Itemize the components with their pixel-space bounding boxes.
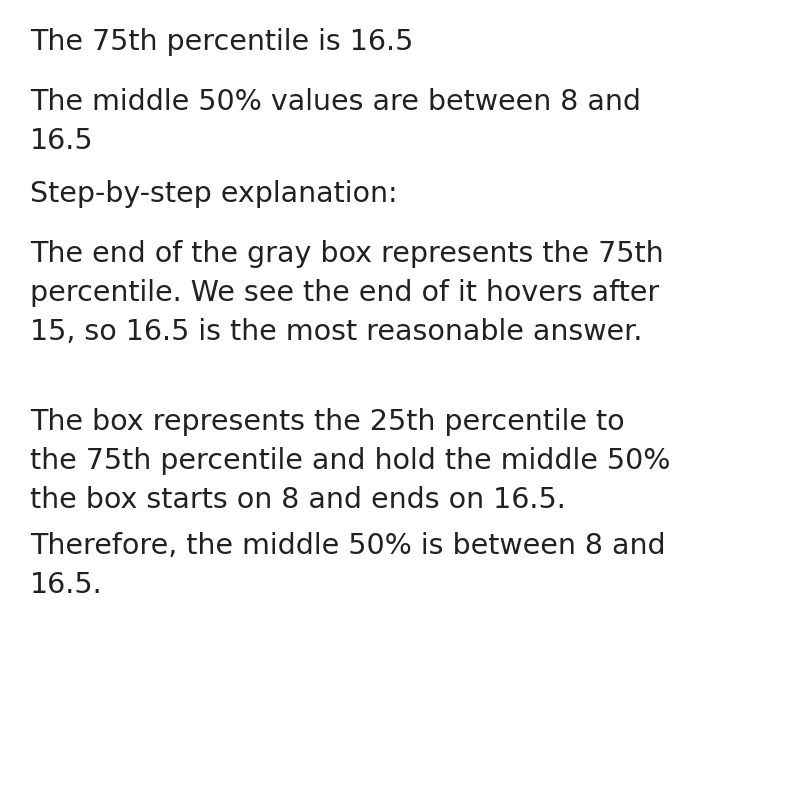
Text: The 75th percentile is 16.5: The 75th percentile is 16.5	[30, 28, 414, 56]
Text: The middle 50% values are between 8 and
16.5: The middle 50% values are between 8 and …	[30, 88, 641, 155]
Text: Therefore, the middle 50% is between 8 and
16.5.: Therefore, the middle 50% is between 8 a…	[30, 532, 666, 599]
Text: Step-by-step explanation:: Step-by-step explanation:	[30, 180, 398, 208]
Text: The end of the gray box represents the 75th
percentile. We see the end of it hov: The end of the gray box represents the 7…	[30, 240, 664, 346]
Text: The box represents the 25th percentile to
the 75th percentile and hold the middl: The box represents the 25th percentile t…	[30, 408, 670, 514]
